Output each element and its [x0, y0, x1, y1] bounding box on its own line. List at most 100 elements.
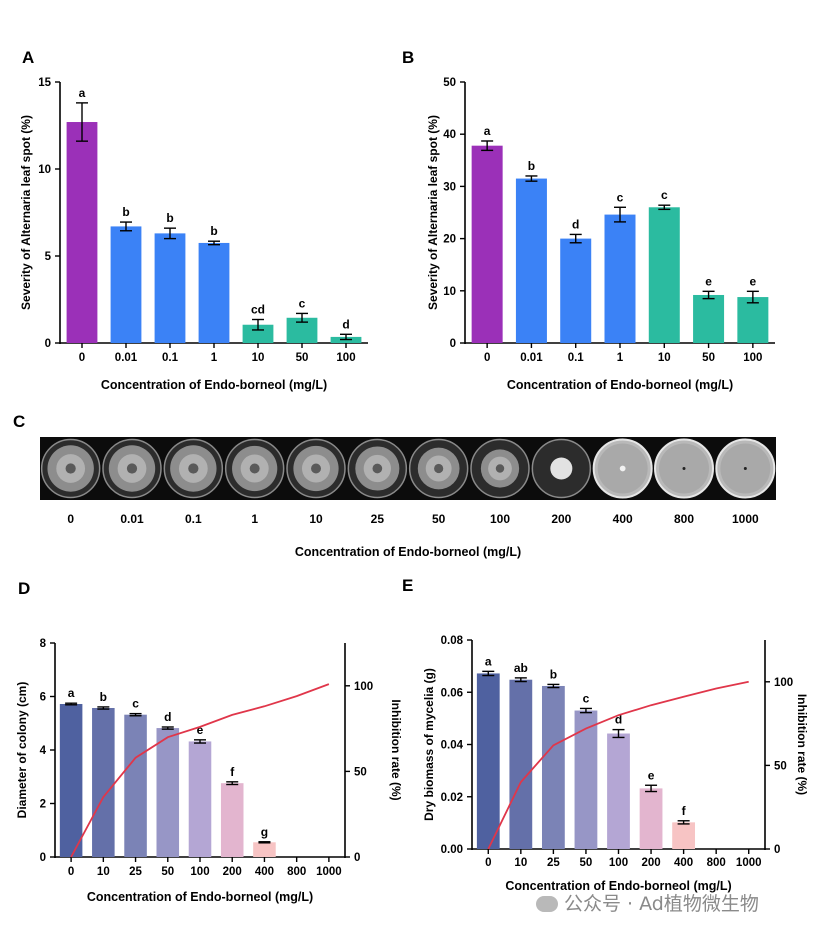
- x-tick-label: 0: [485, 857, 491, 869]
- panel-letter: C: [13, 412, 25, 431]
- bar: [672, 822, 696, 849]
- y-tick-label: 6: [40, 692, 46, 704]
- bar: [253, 842, 276, 857]
- significance-letter: c: [617, 190, 624, 204]
- bar: [156, 728, 180, 857]
- y-tick-label: 40: [443, 129, 456, 141]
- dish-label: 50: [432, 512, 446, 526]
- wechat-icon: [536, 896, 558, 912]
- dish-label: 10: [309, 512, 323, 526]
- y-axis-label: Dry biomass of mycelia (g): [422, 668, 436, 821]
- y-tick-label: 20: [443, 234, 456, 246]
- y-tick-label: 8: [40, 638, 47, 650]
- petri-dish: [715, 438, 776, 499]
- dish-colony-center: [249, 463, 260, 474]
- dish-colony-center: [372, 463, 383, 474]
- y-tick-label: 0: [450, 338, 456, 350]
- panel-letter: E: [402, 576, 413, 595]
- significance-letter: a: [485, 654, 492, 668]
- dish-inoculum: [619, 465, 626, 472]
- dish-label: 400: [613, 512, 633, 526]
- significance-letter: cd: [251, 303, 265, 317]
- inhibition-rate-line: [487, 680, 749, 850]
- y-tick-label: 5: [45, 251, 52, 263]
- petri-dish: [470, 438, 530, 499]
- significance-letter: e: [705, 274, 712, 288]
- dish-colony: [550, 457, 573, 480]
- x-tick-label: 400: [674, 857, 693, 869]
- dish-label: 1000: [732, 512, 759, 526]
- significance-letter: b: [166, 211, 173, 225]
- dish-label: 0.1: [185, 512, 202, 526]
- x-tick-label: 800: [707, 857, 726, 869]
- x-tick-label: 0.01: [520, 352, 543, 364]
- bar: [220, 783, 244, 857]
- x-tick-label: 1000: [736, 857, 762, 869]
- x-tick-label: 100: [190, 866, 209, 878]
- x-tick-label: 0.01: [115, 352, 138, 364]
- x-tick-label: 10: [514, 857, 527, 869]
- y-tick-label: 0.04: [441, 740, 464, 752]
- petri-dish: [592, 438, 653, 499]
- dish-label: 100: [490, 512, 510, 526]
- x-tick-label: 0.1: [162, 352, 179, 364]
- x-tick-label: 0: [79, 352, 85, 364]
- x-axis-label: Concentration of Endo-borneol (mg/L): [505, 879, 731, 893]
- y2-tick-label: 0: [774, 844, 780, 856]
- significance-letter: b: [528, 159, 535, 173]
- y-tick-label: 0.08: [441, 635, 464, 647]
- dish-label: 1: [251, 512, 258, 526]
- chart-panel-e: E 0.00 0.02 0.04 0.06 0.08 Dry biomass of myce…: [402, 576, 809, 893]
- x-tick-label: 0.1: [568, 352, 585, 364]
- watermark-text: 公众号 · Ad植物微生物: [564, 893, 759, 915]
- significance-letter: c: [583, 691, 590, 705]
- panel-letter: A: [22, 48, 34, 67]
- petri-dish: [224, 438, 285, 499]
- y-tick-label: 30: [443, 181, 456, 193]
- dish-colony-center: [126, 463, 138, 474]
- y2-axis-label: Inhibition rate (%): [795, 694, 809, 795]
- y2-tick-label: 50: [354, 766, 367, 778]
- dish-label: 25: [371, 512, 385, 526]
- x-tick-label: 100: [609, 857, 628, 869]
- x-axis-label: Concentration of Endo-borneol (mg/L): [87, 890, 313, 904]
- significance-letter: b: [100, 690, 107, 704]
- petri-dish: [40, 438, 101, 499]
- y-tick-label: 0: [45, 338, 51, 350]
- bar: [737, 297, 769, 343]
- y-tick-label: 0.06: [441, 687, 463, 699]
- dish-inoculum: [682, 467, 686, 470]
- x-tick-label: 10: [658, 352, 671, 364]
- x-tick-label: 200: [223, 866, 242, 878]
- significance-letter: d: [342, 317, 349, 331]
- y-tick-label: 10: [38, 164, 51, 176]
- petri-dish: [102, 438, 162, 499]
- bar: [648, 207, 680, 343]
- y-tick-label: 4: [40, 745, 47, 757]
- inhibition-rate-line: [70, 683, 330, 858]
- y2-axis-label: Inhibition rate (%): [389, 699, 403, 800]
- petri-dish: [654, 438, 714, 499]
- significance-letter: d: [615, 713, 622, 727]
- dish-colony-center: [65, 463, 76, 474]
- significance-letter: a: [79, 86, 86, 100]
- y2-tick-label: 50: [774, 760, 787, 772]
- dish-label: 800: [674, 512, 694, 526]
- y-tick-label: 0.00: [441, 844, 463, 856]
- x-tick-label: 10: [252, 352, 265, 364]
- watermark: 公众号 · Ad植物微生物: [536, 889, 759, 916]
- significance-letter: f: [230, 765, 235, 779]
- significance-letter: a: [68, 686, 75, 700]
- bar: [693, 294, 725, 343]
- bar: [154, 233, 186, 343]
- x-tick-label: 50: [580, 857, 593, 869]
- significance-letter: e: [648, 768, 655, 782]
- bar: [607, 733, 630, 849]
- x-tick-label: 100: [336, 352, 355, 364]
- x-tick-label: 10: [97, 866, 110, 878]
- bar: [476, 673, 500, 849]
- y-tick-label: 0.02: [441, 792, 463, 804]
- bar: [471, 145, 503, 343]
